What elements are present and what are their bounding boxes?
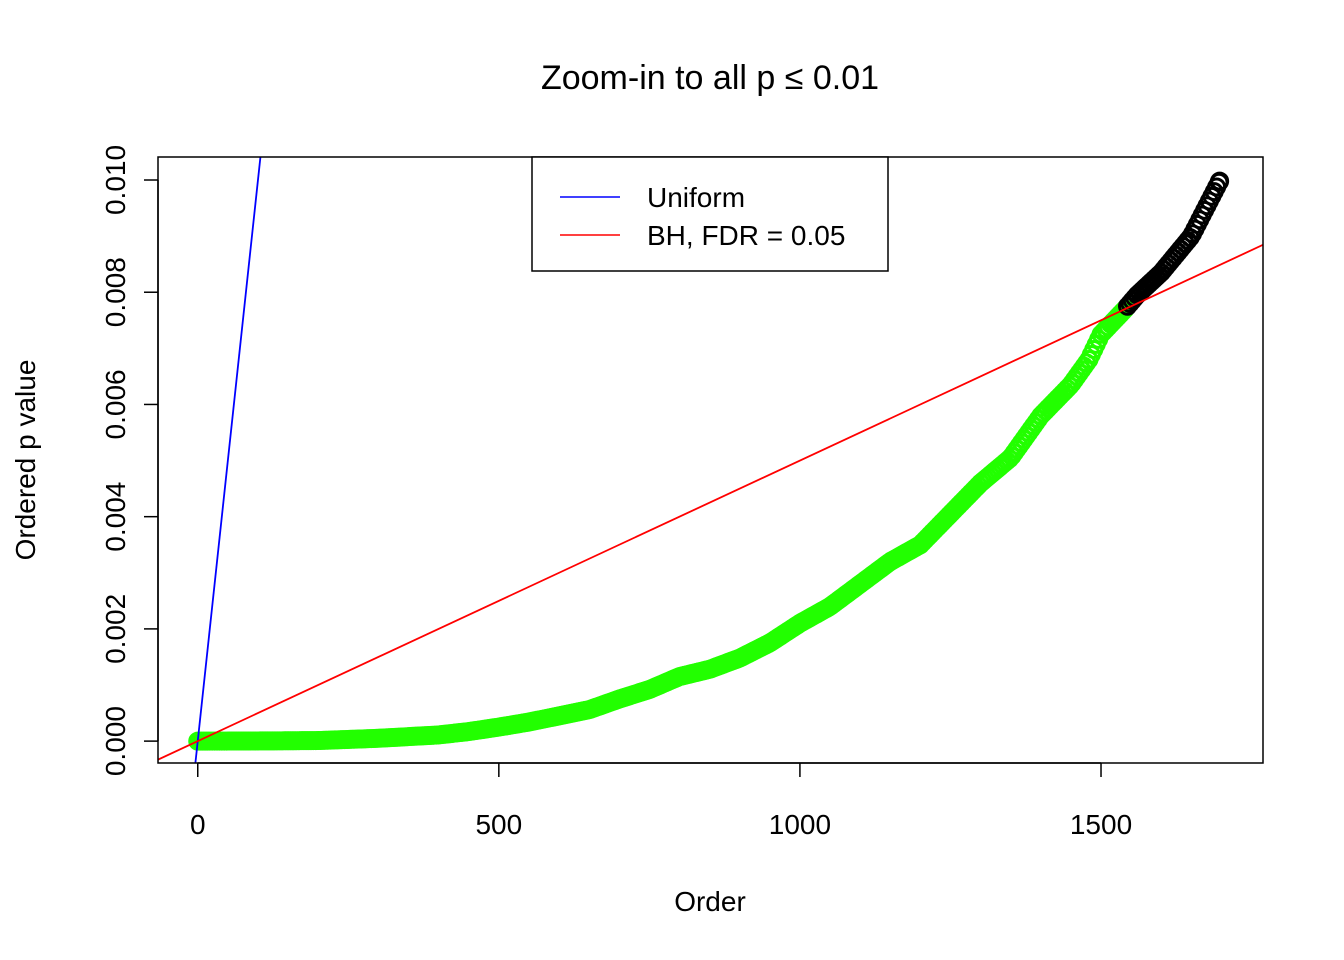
y-tick-label: 0.004 (100, 482, 131, 552)
data-point (1210, 171, 1230, 191)
x-tick-label: 1500 (1070, 809, 1132, 840)
chart-title: Zoom-in to all p ≤ 0.01 (541, 59, 879, 97)
y-tick-label: 0.006 (100, 369, 131, 439)
legend-label-uniform: Uniform (647, 182, 745, 213)
x-tick-label: 0 (190, 809, 206, 840)
x-tick-label: 1000 (769, 809, 831, 840)
legend-label-bh: BH, FDR = 0.05 (647, 220, 845, 251)
uniform-line (194, 157, 262, 763)
y-axis-label: Ordered p value (10, 360, 41, 561)
plot-marks (158, 157, 1263, 763)
x-axis-label: Order (674, 886, 746, 917)
y-tick-label: 0.010 (100, 145, 131, 215)
legend: Uniform BH, FDR = 0.05 (531, 156, 889, 272)
y-tick-label: 0.000 (100, 706, 131, 776)
axes: 0 500 1000 1500 0.000 0.002 0.004 0.006 0.008 0.0… (100, 145, 1132, 840)
x-tick-label: 500 (475, 809, 522, 840)
y-tick-label: 0.008 (100, 257, 131, 327)
bh-line (158, 243, 1263, 761)
y-tick-label: 0.002 (100, 594, 131, 664)
legend-box (531, 156, 889, 272)
